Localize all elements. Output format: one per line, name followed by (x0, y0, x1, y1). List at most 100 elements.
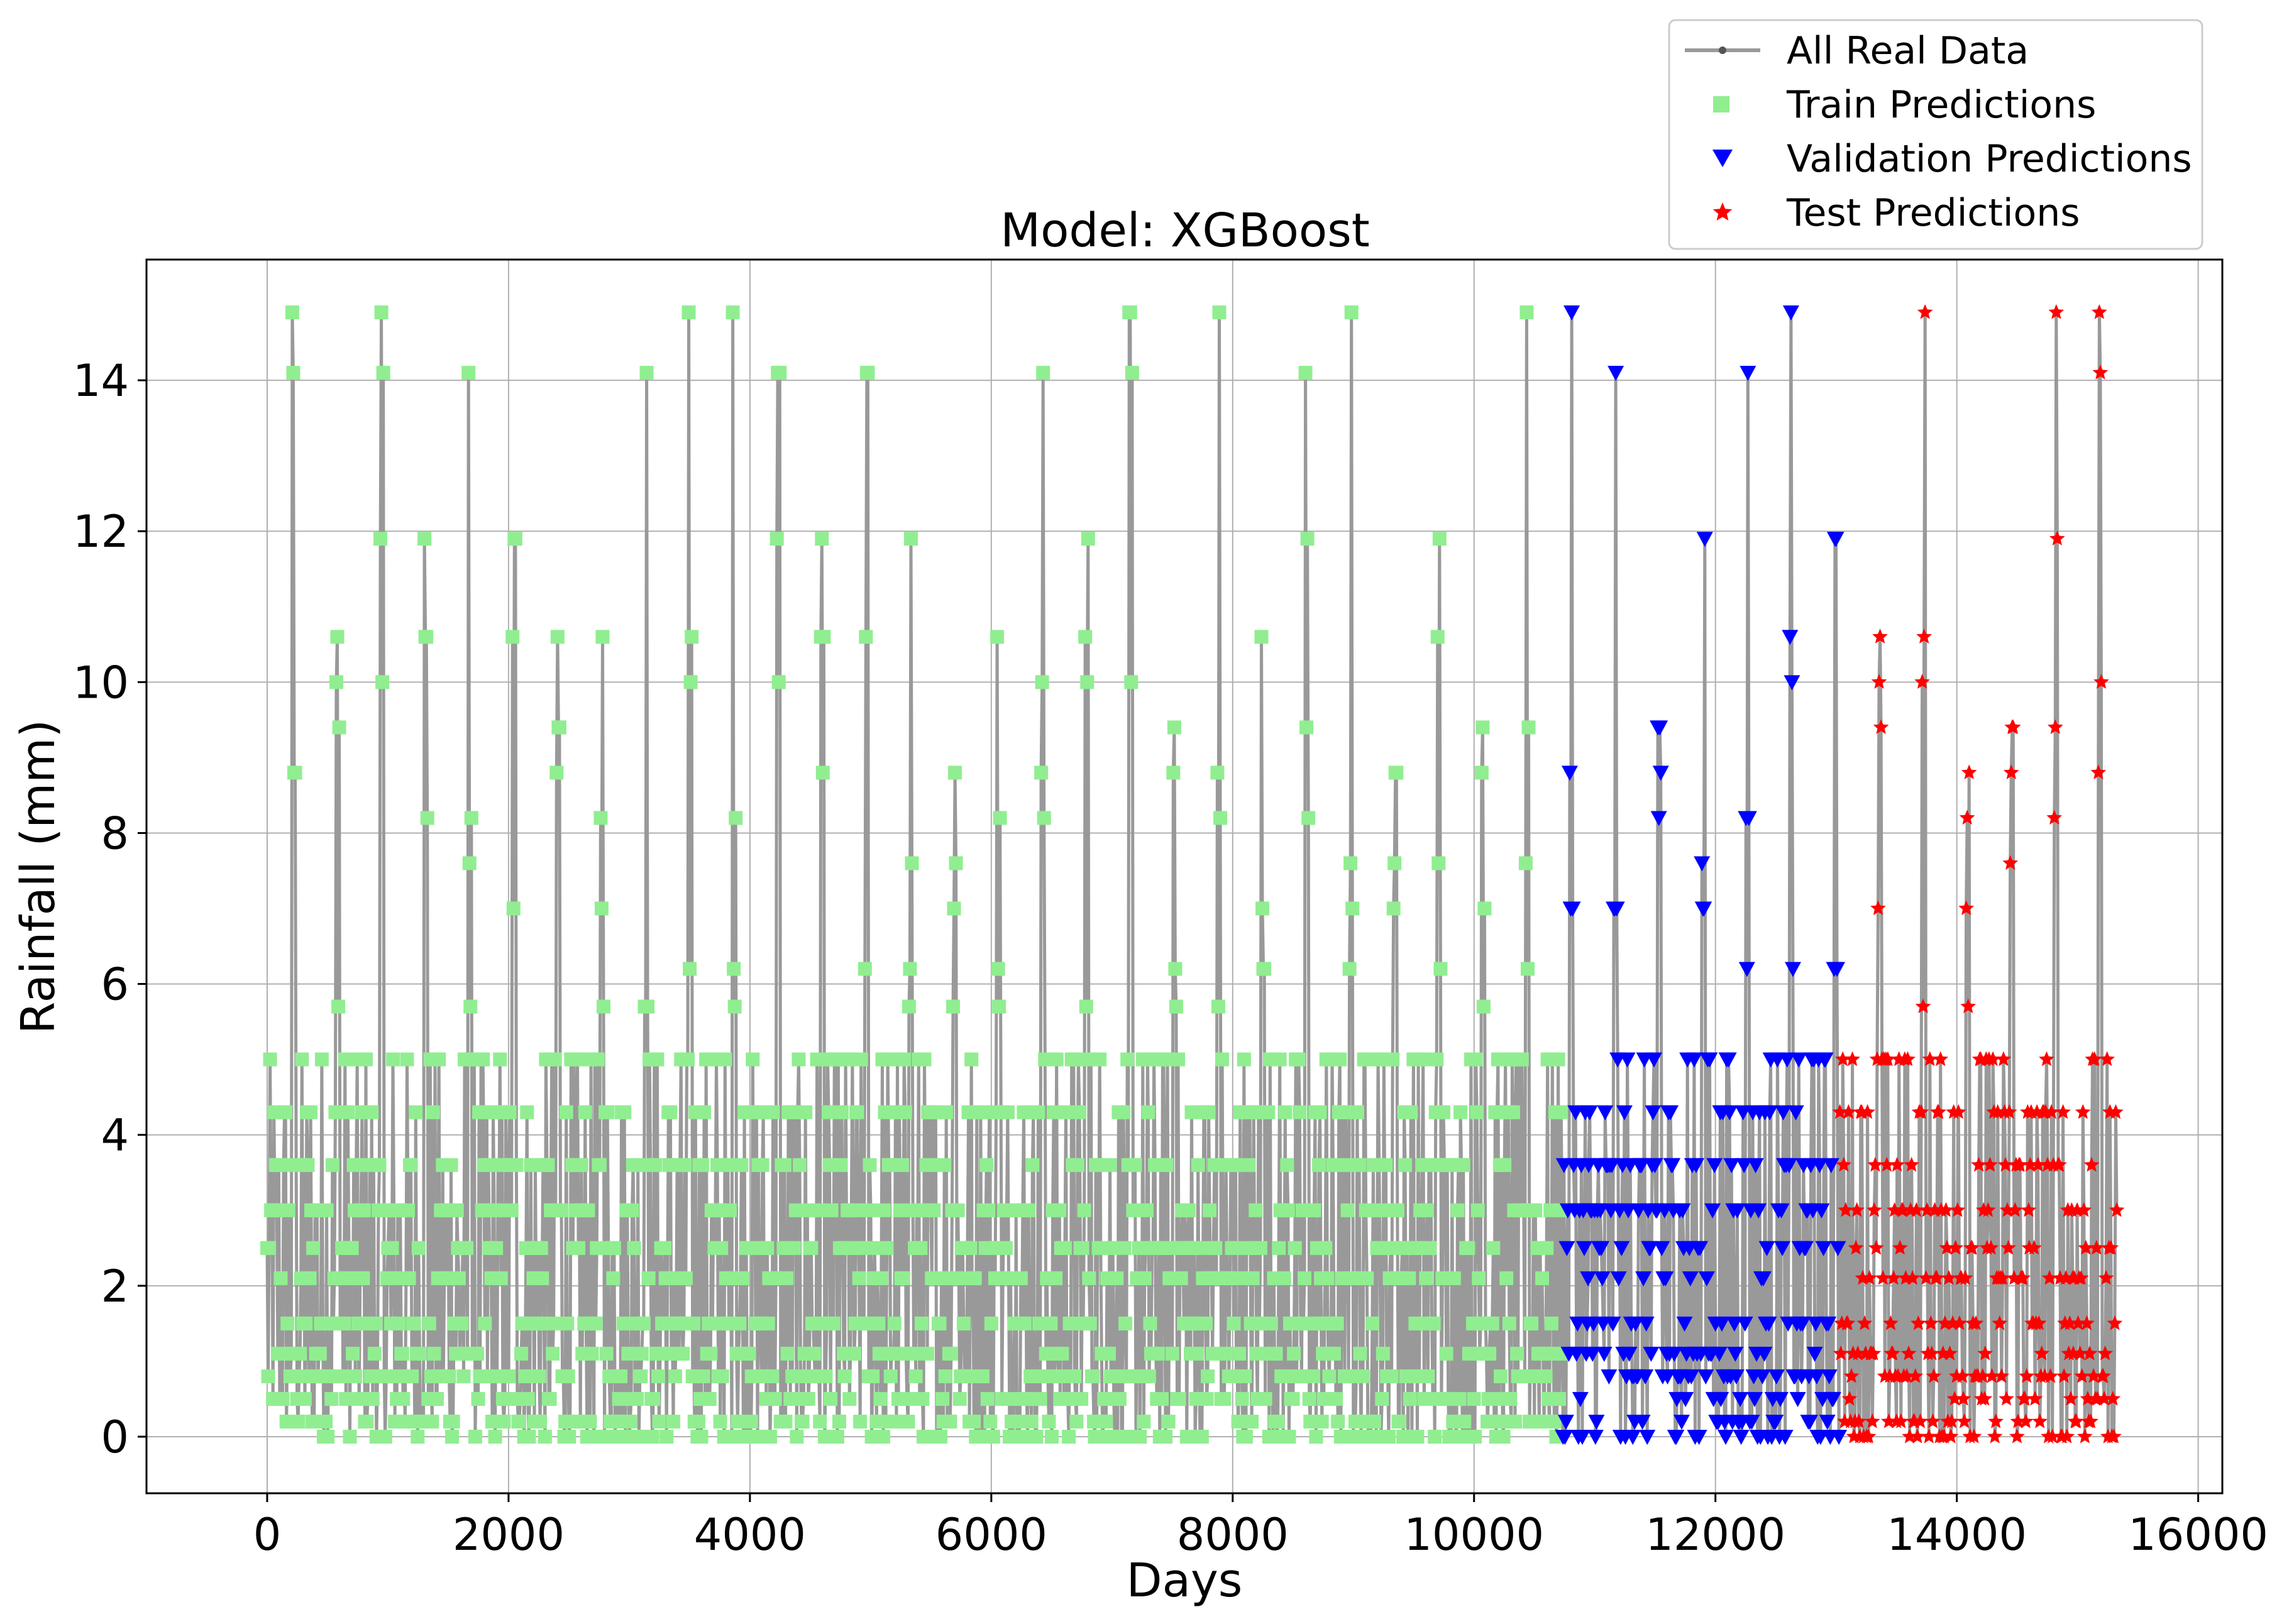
validation-prediction-point (1726, 1316, 1743, 1332)
train-prediction-point (1150, 1346, 1165, 1361)
train-prediction-point (1457, 1414, 1472, 1429)
train-prediction-point (1059, 1105, 1073, 1119)
validation-prediction-point (1740, 366, 1756, 381)
legend-label-validation: Validation Predictions (1787, 137, 2192, 181)
train-prediction-point (868, 1241, 882, 1255)
train-prediction-point (676, 1346, 690, 1361)
test-prediction-point (2047, 719, 2063, 734)
test-prediction-point (1865, 1345, 1882, 1361)
train-prediction-point (1345, 901, 1360, 916)
validation-prediction-point (1829, 962, 1846, 977)
train-prediction-point (1124, 675, 1139, 689)
train-prediction-point (336, 1369, 350, 1383)
validation-prediction-point (1787, 1105, 1804, 1121)
validation-prediction-point (1685, 1052, 1702, 1068)
train-prediction-point (1551, 1052, 1565, 1067)
train-prediction-point (1424, 1158, 1438, 1172)
validation-prediction-point (1756, 1346, 1773, 1362)
validation-prediction-point (1706, 1158, 1723, 1173)
train-prediction-point (645, 1429, 659, 1444)
train-prediction-point (297, 1391, 312, 1406)
train-prediction-point (847, 1346, 861, 1361)
validation-prediction-point (1784, 675, 1800, 691)
train-prediction-point (746, 1052, 760, 1067)
train-prediction-point (1032, 1316, 1047, 1330)
train-prediction-point (330, 630, 345, 644)
train-prediction-point (1198, 1316, 1213, 1330)
test-prediction-point (2062, 1315, 2078, 1330)
train-prediction-point (834, 1105, 849, 1119)
test-prediction-point (2109, 1202, 2125, 1217)
train-prediction-point (371, 1203, 385, 1217)
train-prediction-point (464, 811, 478, 825)
train-prediction-point (1125, 366, 1139, 380)
train-prediction-point (1281, 1203, 1295, 1217)
train-prediction-point (815, 532, 829, 546)
test-prediction-point (2095, 1368, 2111, 1383)
train-prediction-point (822, 1158, 837, 1172)
train-prediction-point (667, 1271, 681, 1285)
train-prediction-point (804, 1241, 819, 1255)
test-prediction-point (2096, 1390, 2112, 1406)
train-prediction-point (1228, 1241, 1242, 1255)
train-prediction-point (1453, 1105, 1468, 1119)
validation-prediction-point (1696, 532, 1713, 547)
train-prediction-point (866, 1369, 880, 1383)
train-prediction-point (1106, 1241, 1120, 1255)
validation-prediction-point (1698, 1271, 1715, 1287)
test-prediction-point (1912, 1413, 1928, 1429)
train-prediction-point (367, 1346, 382, 1361)
train-prediction-point (552, 720, 566, 735)
train-prediction-point (864, 1429, 879, 1444)
train-prediction-point (951, 1203, 965, 1217)
train-prediction-point (1299, 720, 1314, 735)
test-prediction-point (1909, 1202, 1924, 1217)
train-prediction-point (1091, 1158, 1105, 1172)
validation-prediction-point (1743, 1414, 1760, 1430)
train-prediction-point (1288, 1241, 1302, 1255)
validation-prediction-point (1815, 1241, 1832, 1256)
train-prediction-point (791, 1052, 806, 1067)
train-prediction-point (1521, 720, 1536, 735)
test-prediction-point (2056, 1368, 2072, 1383)
validation-prediction-point (1697, 1369, 1714, 1385)
test-prediction-point (1856, 1315, 1873, 1330)
test-prediction-point (1885, 1345, 1900, 1361)
train-prediction-point (750, 1429, 764, 1444)
train-prediction-point (1279, 1369, 1293, 1383)
train-prediction-point (1237, 1052, 1251, 1067)
train-prediction-point (668, 1369, 683, 1383)
train-prediction-point (385, 1241, 399, 1255)
test-prediction-point (1911, 1315, 1926, 1330)
legend-symbol-test (1712, 202, 1733, 221)
validation-prediction-point (1581, 1105, 1598, 1121)
test-prediction-point (2009, 1429, 2025, 1444)
test-prediction-point (1958, 900, 1974, 915)
train-prediction-point (1238, 1369, 1252, 1383)
train-prediction-point (944, 1346, 958, 1361)
train-prediction-point (937, 1158, 952, 1172)
train-prediction-point (1168, 962, 1183, 976)
train-prediction-point (993, 811, 1007, 825)
test-prediction-point (2059, 1429, 2075, 1444)
train-prediction-point (806, 1316, 820, 1330)
train-prediction-point (631, 1158, 645, 1172)
train-prediction-point (546, 1316, 561, 1330)
train-prediction-point (1350, 1105, 1364, 1119)
test-prediction-point (1999, 1390, 2014, 1406)
validation-prediction-point (1627, 1316, 1644, 1332)
train-prediction-point (641, 1271, 656, 1285)
test-prediction-point (2034, 1345, 2050, 1361)
validation-prediction-point (1687, 1158, 1704, 1173)
train-prediction-point (872, 1346, 886, 1361)
train-prediction-point (1142, 1369, 1156, 1383)
train-prediction-point (1272, 1241, 1286, 1255)
train-prediction-point (1120, 1052, 1135, 1067)
train-prediction-point (625, 1203, 639, 1217)
train-prediction-point (938, 1369, 952, 1383)
train-prediction-point (505, 630, 520, 644)
validation-prediction-point (1666, 1346, 1683, 1362)
train-prediction-point (1159, 1158, 1174, 1172)
validation-prediction-point (1677, 1391, 1694, 1407)
train-prediction-point (1493, 1369, 1508, 1383)
